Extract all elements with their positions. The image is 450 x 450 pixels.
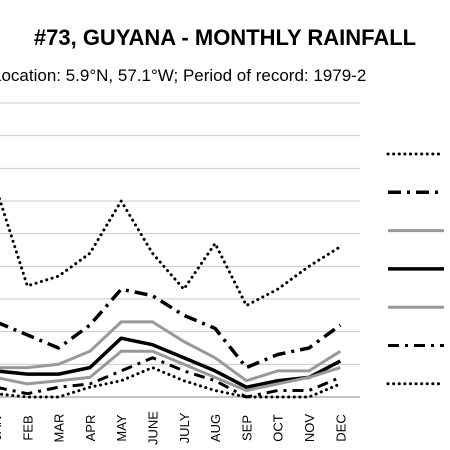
x-tick-label: APR — [83, 415, 98, 442]
x-tick-label: MAY — [114, 414, 129, 442]
series-line-7 — [0, 366, 342, 399]
x-tick-label: AUG — [208, 414, 223, 442]
series-line-6 — [0, 356, 341, 399]
x-tick-label: JAN — [0, 416, 4, 441]
series-line-5 — [0, 349, 341, 392]
gridlines — [0, 102, 360, 398]
chart-subtitle: Location: 5.9°N, 57.1°W; Period of recor… — [0, 66, 366, 85]
x-tick-label: SEP — [239, 415, 254, 441]
chart-title: #73, GUYANA - MONTHLY RAINFALL — [34, 25, 416, 50]
x-tick-label: JUNE — [146, 411, 161, 445]
x-tick-label: JULY — [177, 412, 192, 443]
series-line-3 — [0, 320, 342, 383]
x-axis-tick-labels: JAN FEB MAR APR MAY JUNE JULY AUG SEP OCT NOV DEC — [0, 411, 348, 445]
series-line-4 — [0, 336, 342, 389]
legend — [386, 152, 446, 386]
x-tick-label: FEB — [20, 415, 35, 440]
series-line-2 — [0, 287, 342, 370]
x-tick-label: MAR — [52, 414, 67, 443]
series-line-1 — [0, 195, 342, 307]
series-lines — [0, 195, 342, 399]
x-tick-label: OCT — [271, 414, 286, 442]
x-tick-label: DEC — [333, 414, 348, 441]
x-tick-label: NOV — [302, 414, 317, 443]
